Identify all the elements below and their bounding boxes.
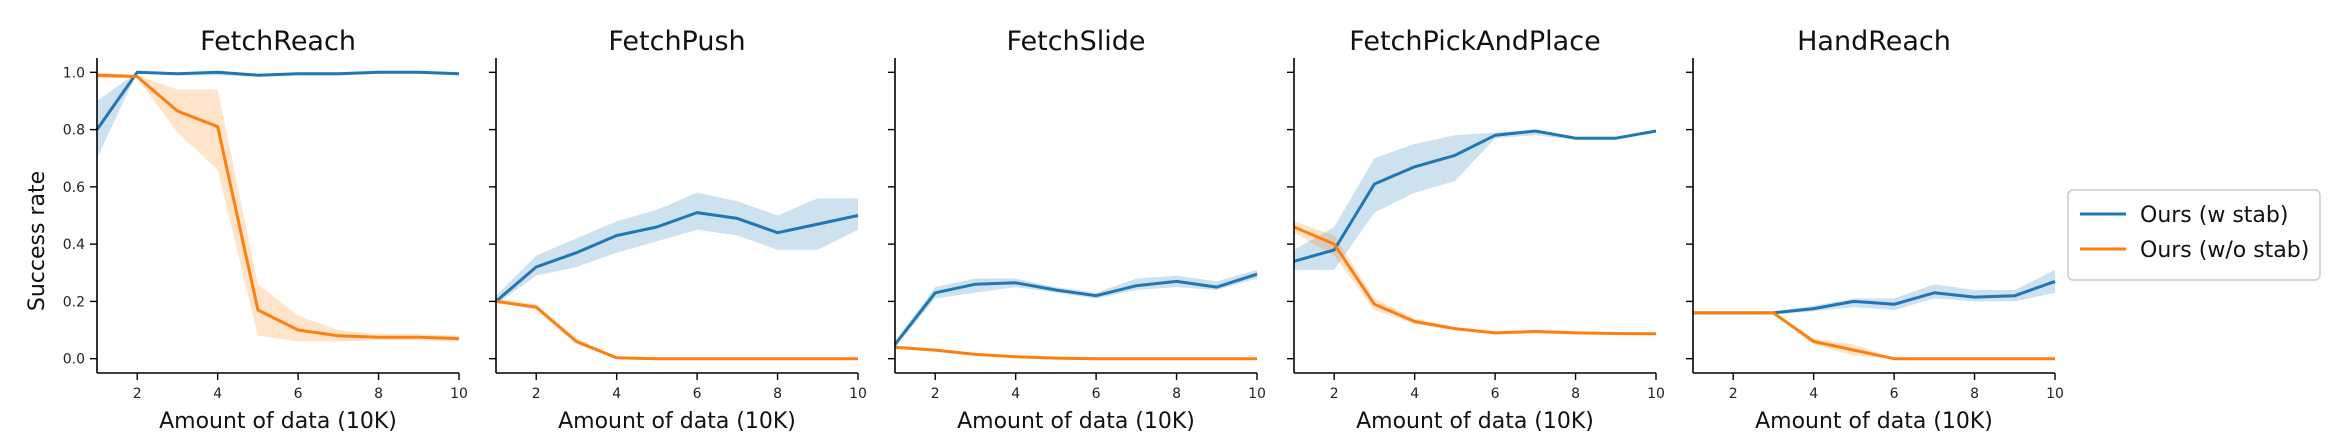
subplot-title: FetchSlide: [1006, 26, 1145, 57]
x-tick-label: 4: [1011, 386, 1020, 402]
subplot-1: 0.0 0.2 0.4 0.6 0.8 1.0 2 4 6 8 10 FetchReach Amount…: [63, 26, 468, 434]
x-tick-label: 6: [1491, 386, 1500, 402]
x-tick-label: 10: [450, 386, 468, 402]
y-axis-label: Success rate: [25, 171, 50, 311]
x-tick-label: 8: [1571, 386, 1580, 402]
subplot-3: 2 4 6 8 10 FetchSlide Amount of data (10K): [888, 26, 1266, 434]
confidence-band-wo-stab: [1294, 221, 1656, 335]
legend: Ours (w stab) Ours (w/o stab): [2067, 189, 2321, 281]
x-axis-label: Amount of data (10K): [1356, 409, 1594, 434]
x-tick-label: 8: [1172, 386, 1181, 402]
x-tick-label: 8: [1970, 386, 1979, 402]
subplot-title: FetchReach: [200, 26, 356, 57]
x-tick-label: 4: [213, 386, 222, 402]
y-tick-label: 0.8: [63, 123, 85, 139]
series-line-w-stab: [95, 70, 460, 131]
x-tick-label: 8: [374, 386, 383, 402]
subplot-title: FetchPush: [608, 26, 745, 57]
subplot-title: HandReach: [1797, 26, 1951, 57]
x-tick-label: 2: [931, 386, 940, 402]
series-line-w-stab: [1293, 129, 1657, 263]
x-tick-label: 6: [1092, 386, 1101, 402]
y-tick-label: 0.4: [63, 237, 85, 253]
x-axis-label: Amount of data (10K): [957, 409, 1195, 434]
x-tick-label: 10: [2046, 386, 2064, 402]
x-tick-label: 4: [612, 386, 621, 402]
x-axis-label: Amount of data (10K): [159, 409, 397, 434]
subplot-2: 2 4 6 8 10 FetchPush Amount of data (10K): [489, 26, 867, 434]
series-line-wo-stab: [96, 73, 460, 341]
y-tick-label: 0.2: [63, 294, 85, 310]
x-tick-label: 2: [1330, 386, 1339, 402]
x-tick-label: 6: [1890, 386, 1899, 402]
x-axis-label: Amount of data (10K): [558, 409, 796, 434]
series-line-wo-stab: [894, 345, 1257, 361]
series-line-wo-stab: [1293, 225, 1657, 336]
x-axis-label: Amount of data (10K): [1755, 409, 1993, 434]
x-tick-label: 10: [1248, 386, 1266, 402]
x-tick-label: 8: [773, 386, 782, 402]
y-tick-label: 0.6: [63, 180, 85, 196]
y-tick-label: 1.0: [63, 65, 85, 81]
confidence-band-wo-stab: [1693, 311, 2055, 359]
series-line-w-stab: [495, 211, 859, 303]
series-line-w-stab: [893, 272, 1258, 346]
y-tick-label: 0.0: [63, 352, 85, 368]
x-tick-label: 2: [133, 386, 142, 402]
confidence-band-w-stab: [1693, 269, 2055, 315]
x-tick-label: 4: [1809, 386, 1818, 402]
x-tick-label: 2: [1729, 386, 1738, 402]
legend-entry-label: Ours (w/o stab): [2140, 238, 2309, 263]
x-tick-label: 6: [693, 386, 702, 402]
subplot-title: FetchPickAndPlace: [1349, 26, 1600, 57]
subplot-5: 2 4 6 8 10 HandReach Amount of data (10K): [1686, 26, 2064, 434]
confidence-band-w-stab: [895, 269, 1257, 348]
confidence-band-w-stab: [1294, 129, 1656, 270]
series-line-wo-stab: [495, 299, 858, 361]
subplots: 0.0 0.2 0.4 0.6 0.8 1.0 2 4 6 8 10 FetchReach Amount…: [63, 26, 2064, 434]
legend-entry-label: Ours (w stab): [2140, 203, 2288, 228]
x-tick-label: 10: [849, 386, 867, 402]
legend-frame: [2067, 189, 2321, 281]
x-tick-label: 10: [1647, 386, 1665, 402]
x-tick-label: 2: [532, 386, 541, 402]
x-tick-label: 6: [294, 386, 303, 402]
confidence-band-wo-stab: [97, 72, 459, 342]
subplot-4: 2 4 6 8 10 FetchPickAndPlace Amount of data (1…: [1287, 26, 1665, 434]
confidence-band-w-stab: [496, 192, 858, 305]
confidence-band-wo-stab: [496, 298, 858, 359]
series-line-wo-stab: [1693, 311, 2055, 361]
x-tick-label: 4: [1410, 386, 1419, 402]
